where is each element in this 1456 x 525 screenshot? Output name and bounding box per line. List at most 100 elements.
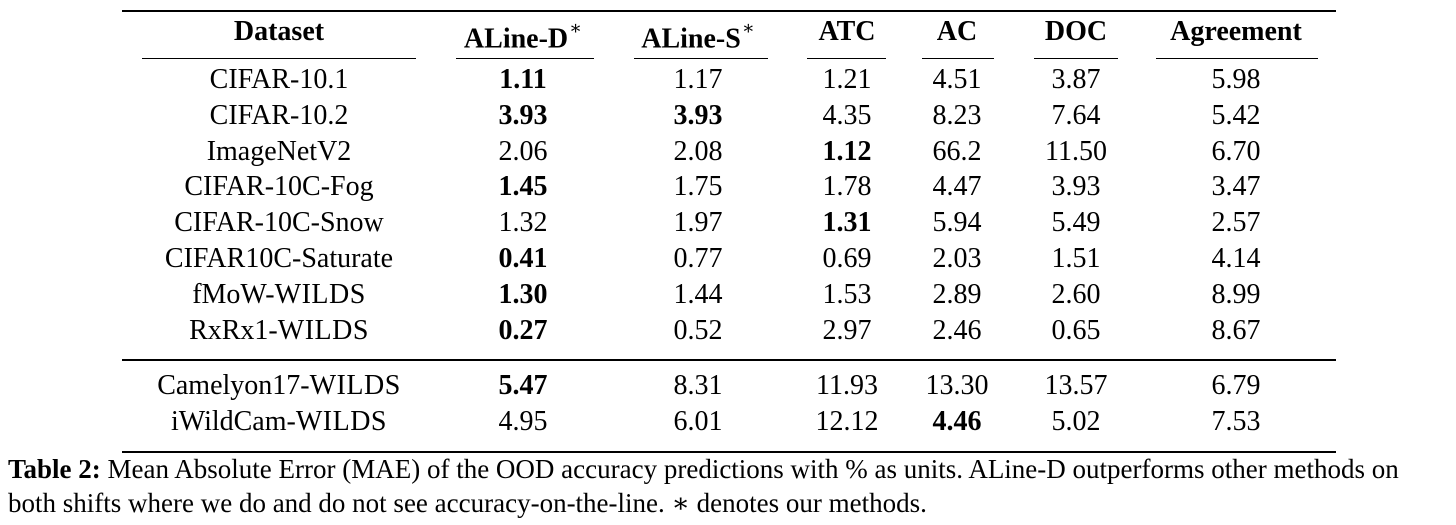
value-cell-agreement: 5.98 — [1211, 64, 1261, 95]
value-cell-aline-d: 1.45 — [498, 171, 548, 203]
value-cell-aline-s: 1.97 — [673, 207, 723, 239]
our-method-marker: ∗ — [741, 18, 755, 39]
value-cell-agreement: 8.99 — [1211, 278, 1261, 310]
column-header-label: ALine-S — [641, 23, 741, 55]
column-header-underline — [1156, 58, 1318, 59]
value-cell-atc: 1.21 — [822, 64, 872, 95]
dataset-name: iWildCam- — [170, 406, 296, 437]
dataset-name-cell: CIFAR-10.1 — [149, 62, 409, 98]
table-caption: Table 2: Mean Absolute Error (MAE) of th… — [8, 452, 1452, 520]
value-cell-atc: 4.35 — [822, 99, 872, 131]
table-row: fMoW-WILDS 1.30 1.44 1.53 2.89 2.60 8.99 — [122, 277, 1336, 313]
column-header-5: DOC — [946, 14, 1206, 50]
dataset-name: CIFAR-10.1 — [209, 64, 349, 95]
table-bottom-rule — [122, 451, 1336, 453]
dataset-name-cell: CIFAR-10.2 — [149, 98, 409, 134]
column-header-label: Dataset — [233, 16, 325, 47]
value-cell-atc: 1.12 — [822, 135, 872, 167]
table-header-row: Dataset ALine-D∗ ALine-S∗ ATC AC DOC Agreement — [122, 14, 1336, 59]
column-header-0: Dataset — [149, 14, 409, 50]
value-cell-aline-s: 0.52 — [673, 314, 723, 346]
dataset-name-cell: Camelyon17-WILDS — [149, 368, 409, 404]
value-cell-agreement: 3.47 — [1211, 171, 1261, 203]
column-header-4: AC — [827, 14, 1087, 50]
value-cell-agreement: 6.79 — [1211, 370, 1261, 401]
value-cell-aline-d: 4.95 — [498, 406, 548, 437]
dataset-name: Camelyon17- — [157, 370, 310, 401]
column-header-underline — [1034, 58, 1118, 59]
column-header-underline — [922, 58, 994, 59]
value-cell-doc: 5.02 — [1051, 406, 1101, 437]
column-header-1: ALine-D∗ — [393, 14, 653, 57]
value-cell-doc: 1.51 — [1051, 243, 1101, 274]
value-cell-agreement: 4.14 — [1211, 243, 1261, 274]
column-header-underline — [634, 58, 768, 59]
value-cell-aline-s: 0.77 — [673, 243, 723, 274]
table-row: CIFAR10C-Saturate 0.41 0.77 0.69 2.03 1.51 4.1… — [122, 241, 1336, 277]
value-cell-ac: 2.46 — [932, 314, 982, 346]
table-row: iWildCam-WILDS 4.95 6.01 12.12 4.46 5.02 7.53 — [122, 404, 1336, 440]
value-cell-atc: 1.31 — [822, 207, 872, 239]
value-cell-atc: 1.53 — [822, 278, 872, 310]
dataset-name-cell: iWildCam-WILDS — [149, 404, 409, 440]
caption-label: Table 2: — [8, 454, 101, 484]
value-cell-aline-d: 1.32 — [498, 207, 548, 239]
table-row: CIFAR-10.1 1.11 1.17 1.21 4.51 3.87 5.98 — [122, 62, 1336, 98]
value-cell-doc: 3.93 — [1051, 171, 1101, 203]
value-cell-ac: 2.89 — [932, 278, 982, 310]
table-row: CIFAR-10C-Fog 1.45 1.75 1.78 4.47 3.93 3.47 — [122, 169, 1336, 205]
value-cell-aline-s: 1.75 — [673, 171, 723, 203]
value-cell-ac: 4.51 — [932, 64, 982, 95]
column-header-underline — [142, 58, 416, 59]
column-header-underline — [807, 58, 886, 59]
dataset-suffix: WILDS — [295, 406, 387, 437]
value-cell-aline-s: 8.31 — [673, 370, 723, 401]
table-row: ImageNetV2 2.06 2.08 1.12 66.2 11.50 6.70 — [122, 134, 1336, 170]
dataset-name: CIFAR-10C-Snow — [174, 207, 384, 239]
value-cell-atc: 2.97 — [822, 314, 872, 346]
column-header-underline — [456, 58, 594, 59]
value-cell-doc: 0.65 — [1051, 314, 1101, 346]
column-header-6: Agreement — [1106, 14, 1366, 50]
value-cell-atc: 11.93 — [816, 370, 878, 401]
value-cell-aline-s: 3.93 — [673, 99, 723, 131]
table-row: RxRx1-WILDS 0.27 0.52 2.97 2.46 0.65 8.67 — [122, 313, 1336, 349]
column-header-label: ALine-D — [463, 23, 569, 55]
value-cell-ac: 2.03 — [932, 243, 982, 274]
table-row: Camelyon17-WILDS 5.47 8.31 11.93 13.30 13.57 6… — [122, 368, 1336, 404]
value-cell-aline-d: 2.06 — [498, 135, 548, 167]
value-cell-agreement: 7.53 — [1211, 406, 1261, 437]
dataset-name-cell: CIFAR-10C-Snow — [149, 205, 409, 241]
value-cell-atc: 0.69 — [822, 243, 872, 274]
dataset-name: CIFAR-10C-Fog — [184, 171, 374, 203]
value-cell-ac: 13.30 — [925, 370, 989, 401]
dataset-name-cell: ImageNetV2 — [149, 134, 409, 170]
value-cell-doc: 3.87 — [1051, 64, 1101, 95]
value-cell-ac: 5.94 — [932, 207, 982, 239]
table-row: CIFAR-10.2 3.93 3.93 4.35 8.23 7.64 5.42 — [122, 98, 1336, 134]
value-cell-doc: 7.64 — [1051, 99, 1101, 131]
value-cell-aline-s: 6.01 — [673, 406, 723, 437]
table-row: CIFAR-10C-Snow 1.32 1.97 1.31 5.94 5.49 2.57 — [122, 205, 1336, 241]
value-cell-ac: 66.2 — [932, 135, 982, 167]
value-cell-aline-s: 2.08 — [673, 135, 723, 167]
dataset-name: ImageNetV2 — [206, 135, 352, 167]
dataset-name: fMoW- — [192, 278, 275, 310]
value-cell-aline-d: 1.30 — [498, 278, 548, 310]
dataset-name-cell: CIFAR10C-Saturate — [149, 241, 409, 277]
value-cell-doc: 2.60 — [1051, 278, 1101, 310]
value-cell-atc: 12.12 — [815, 406, 879, 437]
value-cell-aline-d: 0.41 — [498, 243, 548, 274]
dataset-suffix: WILDS — [309, 370, 401, 401]
dataset-name-cell: RxRx1-WILDS — [149, 313, 409, 349]
dataset-name: CIFAR10C-Saturate — [164, 243, 394, 274]
table-mid-rule — [122, 359, 1336, 361]
table-top-rule — [122, 10, 1336, 12]
value-cell-aline-d: 1.11 — [499, 64, 547, 95]
value-cell-doc: 13.57 — [1044, 370, 1108, 401]
value-cell-ac: 4.46 — [932, 406, 982, 437]
dataset-name-cell: fMoW-WILDS — [149, 277, 409, 313]
column-header-3: ATC — [717, 14, 977, 50]
dataset-name: CIFAR-10.2 — [209, 99, 349, 131]
column-header-label: Agreement — [1170, 16, 1302, 47]
